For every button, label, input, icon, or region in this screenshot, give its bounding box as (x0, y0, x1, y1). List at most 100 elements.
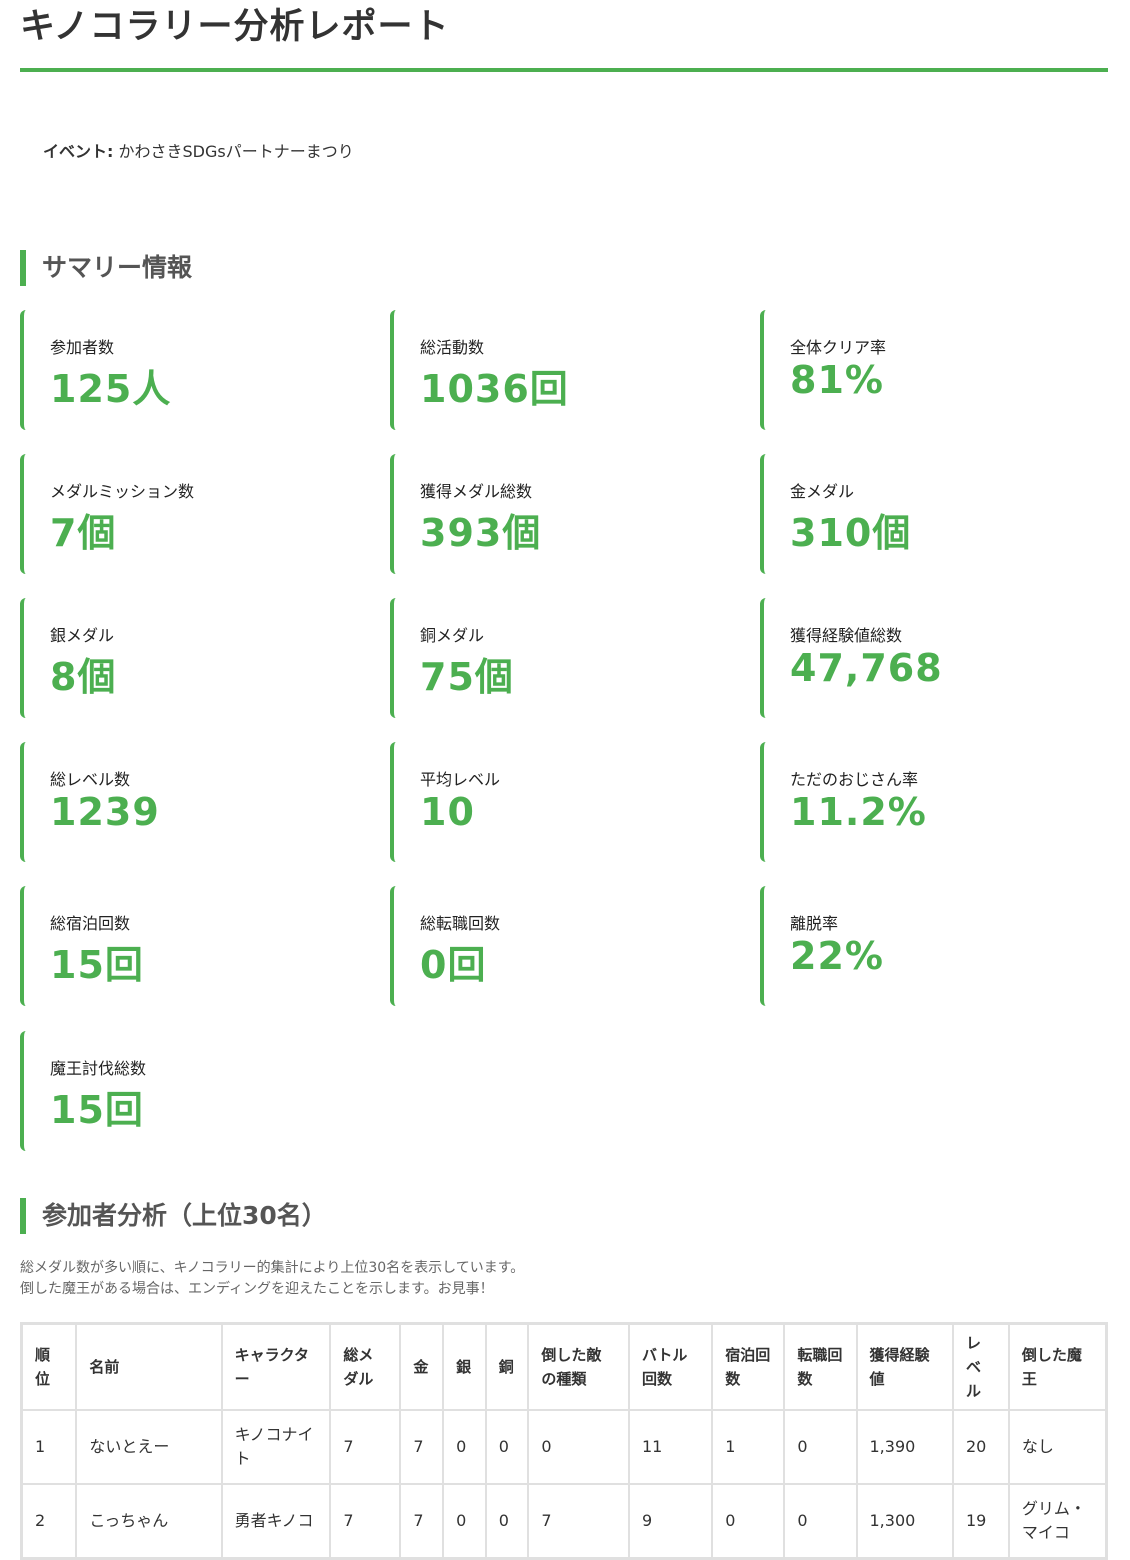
participants-table: 順位 名前 キャラクター 総メダル 金 銀 銅 倒した敵の種類 バトル回数 宿泊… (20, 1322, 1108, 1560)
cell-silver: 0 (442, 1483, 487, 1560)
event-label: イベント: (43, 142, 114, 161)
cell-rank: 1 (20, 1409, 78, 1485)
card-total-job-changes: 総転職回数 0回 (390, 886, 720, 1006)
card-clear-rate: 全体クリア率 81% (760, 310, 1090, 430)
cell-enemy-types: 0 (527, 1409, 630, 1485)
cell-battles: 9 (627, 1483, 714, 1560)
column-header-battles: バトル回数 (627, 1322, 714, 1411)
cell-job-changes: 0 (783, 1483, 858, 1560)
card-label: 魔王討伐総数 (50, 1059, 147, 1078)
card-label: 総活動数 (420, 338, 485, 357)
card-average-level: 平均レベル 10 (390, 742, 720, 862)
cell-level: 19 (952, 1483, 1010, 1560)
column-header-demon-king: 倒した魔王 (1007, 1322, 1108, 1411)
card-value: 11.2% (790, 790, 927, 834)
card-total-exp: 獲得経験値総数 47,768 (760, 598, 1090, 718)
title-divider (20, 68, 1108, 72)
cell-exp: 1,300 (855, 1483, 954, 1560)
participants-heading: 参加者分析（上位30名） (20, 1198, 327, 1234)
card-label: 総宿泊回数 (50, 914, 131, 933)
card-label: 獲得メダル総数 (420, 482, 533, 501)
cell-gold: 7 (399, 1409, 445, 1485)
cell-job-changes: 0 (783, 1409, 858, 1485)
column-header-stays: 宿泊回数 (711, 1322, 786, 1411)
column-header-level: レベル (952, 1322, 1010, 1411)
column-header-exp: 獲得経験値 (855, 1322, 954, 1411)
card-value: 1036回 (420, 367, 569, 411)
column-header-character: キャラクター (220, 1322, 332, 1411)
card-value: 47,768 (790, 646, 943, 690)
card-label: メダルミッション数 (50, 482, 195, 501)
cell-bronze: 0 (484, 1483, 530, 1560)
card-participants: 参加者数 125人 (20, 310, 350, 430)
card-label: 参加者数 (50, 338, 115, 357)
card-value: 15回 (50, 943, 144, 987)
card-value: 310個 (790, 511, 912, 555)
report-page: キノコラリー分析レポート イベント: かわさきSDGsパートナーまつり サマリー… (20, 0, 1108, 1560)
cell-battles: 11 (627, 1409, 714, 1485)
page-title: キノコラリー分析レポート (20, 7, 450, 47)
card-value: 81% (790, 358, 884, 402)
card-demon-king-defeats: 魔王討伐総数 15回 (20, 1031, 350, 1151)
summary-heading: サマリー情報 (20, 250, 192, 286)
card-value: 75個 (420, 655, 514, 699)
card-label: 銀メダル (50, 626, 115, 645)
card-value: 7個 (50, 511, 117, 555)
card-label: 平均レベル (420, 770, 501, 789)
card-total-levels: 総レベル数 1239 (20, 742, 350, 862)
column-header-job-changes: 転職回数 (783, 1322, 858, 1411)
description-line: 倒した魔王がある場合は、エンディングを迎えたことを示します。お見事！ (20, 1281, 494, 1297)
table-row: 2 こっちゃん 勇者キノコ 7 7 0 0 7 9 0 0 1,300 19 グ… (20, 1483, 1108, 1560)
participants-description: 総メダル数が多い順に、キノコラリー的集計により上位30名を表示しています。 倒し… (20, 1258, 524, 1300)
column-header-enemy-types: 倒した敵の種類 (527, 1322, 630, 1411)
card-total-medals: 獲得メダル総数 393個 (390, 454, 720, 574)
cell-demon-king: なし (1007, 1409, 1108, 1485)
card-value: 22% (790, 934, 884, 978)
card-label: 獲得経験値総数 (790, 626, 903, 645)
card-total-stays: 総宿泊回数 15回 (20, 886, 350, 1006)
cell-name: こっちゃん (75, 1483, 223, 1560)
column-header-gold: 金 (399, 1322, 445, 1411)
table-header-row: 順位 名前 キャラクター 総メダル 金 銀 銅 倒した敵の種類 バトル回数 宿泊… (20, 1322, 1108, 1411)
card-dropout-rate: 離脱率 22% (760, 886, 1090, 1006)
card-label: ただのおじさん率 (790, 770, 919, 789)
card-ojisan-rate: ただのおじさん率 11.2% (760, 742, 1090, 862)
column-header-name: 名前 (75, 1322, 223, 1411)
cell-gold: 7 (399, 1483, 445, 1560)
cell-name: ないとえー (75, 1409, 223, 1485)
card-label: 全体クリア率 (790, 338, 887, 357)
card-value: 1239 (50, 790, 160, 834)
cell-total-medals: 7 (329, 1483, 402, 1560)
column-header-total-medals: 総メダル (329, 1322, 402, 1411)
card-medal-missions: メダルミッション数 7個 (20, 454, 350, 574)
cell-stays: 0 (711, 1483, 786, 1560)
cell-character: 勇者キノコ (220, 1483, 332, 1560)
card-value: 0回 (420, 943, 487, 987)
cell-total-medals: 7 (329, 1409, 402, 1485)
card-label: 銅メダル (420, 626, 485, 645)
card-value: 8個 (50, 655, 117, 699)
cell-character: キノコナイト (220, 1409, 332, 1485)
cell-rank: 2 (20, 1483, 78, 1560)
cell-level: 20 (952, 1409, 1010, 1485)
column-header-rank: 順位 (20, 1322, 78, 1411)
card-bronze-medals: 銅メダル 75個 (390, 598, 720, 718)
card-value: 15回 (50, 1088, 144, 1132)
description-line: 総メダル数が多い順に、キノコラリー的集計により上位30名を表示しています。 (20, 1260, 525, 1276)
event-name: かわさきSDGsパートナーまつり (118, 142, 354, 161)
card-value: 393個 (420, 511, 542, 555)
column-header-silver: 銀 (442, 1322, 487, 1411)
card-label: 総転職回数 (420, 914, 501, 933)
card-gold-medals: 金メダル 310個 (760, 454, 1090, 574)
table-row: 1 ないとえー キノコナイト 7 7 0 0 0 11 1 0 1,390 20… (20, 1409, 1108, 1485)
cell-enemy-types: 7 (527, 1483, 630, 1560)
cell-silver: 0 (442, 1409, 487, 1485)
card-value: 10 (420, 790, 475, 834)
cell-demon-king: グリム・マイコ (1007, 1483, 1108, 1560)
card-silver-medals: 銀メダル 8個 (20, 598, 350, 718)
cell-exp: 1,390 (855, 1409, 954, 1485)
cell-stays: 1 (711, 1409, 786, 1485)
card-label: 金メダル (790, 482, 855, 501)
card-total-activities: 総活動数 1036回 (390, 310, 720, 430)
event-info: イベント: かわさきSDGsパートナーまつり (43, 138, 354, 162)
